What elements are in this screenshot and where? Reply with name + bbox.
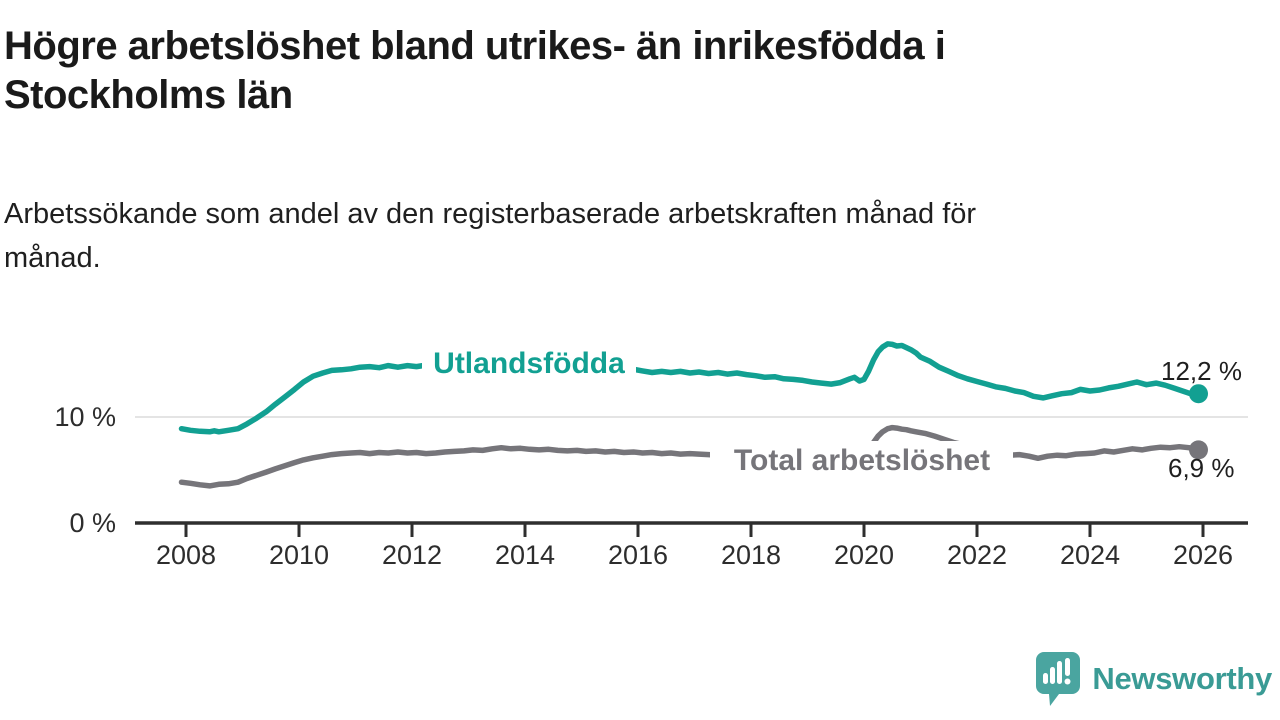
line-total-arbetsloshet bbox=[178, 424, 1202, 489]
end-value-total: 6,9 % bbox=[1168, 453, 1235, 483]
bar-1 bbox=[1043, 673, 1049, 684]
x-tick-label-2020: 2020 bbox=[834, 540, 894, 570]
x-tick-label-2018: 2018 bbox=[721, 540, 781, 570]
series-label-total-arbetsloshet: Total arbetslöshet bbox=[734, 444, 990, 477]
exclamation-dot bbox=[1064, 678, 1071, 685]
y-tick-label-10: 10 % bbox=[54, 402, 116, 432]
title-line-2: Stockholms län bbox=[4, 73, 293, 117]
brand-footer: Newsworthy bbox=[1034, 650, 1272, 708]
exclamation-stem bbox=[1065, 658, 1071, 676]
x-tick-label-2012: 2012 bbox=[382, 540, 442, 570]
y-axis-labels: 0 % 10 % bbox=[54, 402, 116, 538]
endpoint-dot-utlandsfodda bbox=[1189, 384, 1208, 404]
x-tick-label-2010: 2010 bbox=[269, 540, 329, 570]
label-mask-utlandsfodda bbox=[422, 343, 636, 377]
label-mask-total bbox=[710, 441, 1013, 478]
page-title: Högre arbetslöshet bland utrikes- än inr… bbox=[4, 22, 946, 120]
endpoint-dot-total bbox=[1189, 440, 1208, 460]
series-label-utlandsfodda: Utlandsfödda bbox=[433, 347, 625, 380]
x-tick-label-2014: 2014 bbox=[495, 540, 555, 570]
x-tick-label-2026: 2026 bbox=[1173, 540, 1233, 570]
line-utlandsfodda bbox=[178, 341, 1202, 435]
x-tick-label-2016: 2016 bbox=[608, 540, 668, 570]
chart-subtitle: Arbetssökande som andel av den registerb… bbox=[4, 192, 976, 280]
title-line-1: Högre arbetslöshet bland utrikes- än inr… bbox=[4, 24, 946, 68]
bar-2 bbox=[1050, 667, 1056, 684]
newsworthy-logo-icon bbox=[1036, 652, 1081, 706]
x-tick-label-2024: 2024 bbox=[1060, 540, 1120, 570]
x-tick-label-2022: 2022 bbox=[947, 540, 1007, 570]
y-tick-label-0: 0 % bbox=[69, 508, 116, 538]
subtitle-line-1: Arbetssökande som andel av den registerb… bbox=[4, 198, 977, 230]
brand-name: Newsworthy bbox=[1092, 661, 1272, 696]
x-axis-ticks: 2008 2010 2012 2014 2016 2018 2020 2022 2024 2026 bbox=[156, 523, 1233, 570]
subtitle-line-2: månad. bbox=[4, 242, 101, 274]
bar-3 bbox=[1057, 661, 1063, 684]
end-value-utlandsfodda: 12,2 % bbox=[1161, 356, 1242, 386]
x-tick-label-2008: 2008 bbox=[156, 540, 216, 570]
